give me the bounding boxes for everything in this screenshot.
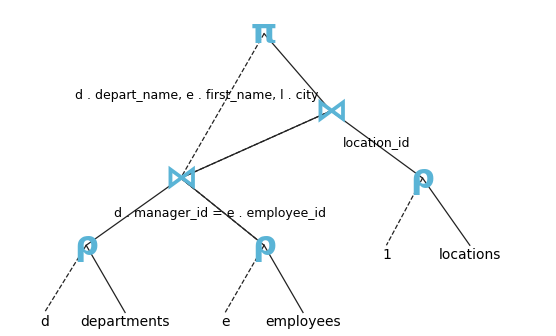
Text: 1: 1: [382, 248, 391, 262]
Text: e: e: [221, 315, 230, 329]
Text: ρ: ρ: [252, 229, 276, 262]
Text: locations: locations: [439, 248, 501, 262]
Text: ⋈: ⋈: [314, 94, 348, 127]
Text: departments: departments: [81, 315, 170, 329]
Text: d . depart_name, e . first_name, l . city: d . depart_name, e . first_name, l . cit…: [75, 89, 319, 102]
Text: location_id: location_id: [342, 136, 410, 149]
Text: ρ: ρ: [75, 229, 98, 262]
Text: ρ: ρ: [411, 162, 434, 195]
Text: d: d: [40, 315, 49, 329]
Text: d . manager_id = e . employee_id: d . manager_id = e . employee_id: [114, 207, 326, 220]
Text: ⋈: ⋈: [164, 162, 197, 195]
Text: employees: employees: [265, 315, 341, 329]
Text: π: π: [251, 17, 277, 50]
